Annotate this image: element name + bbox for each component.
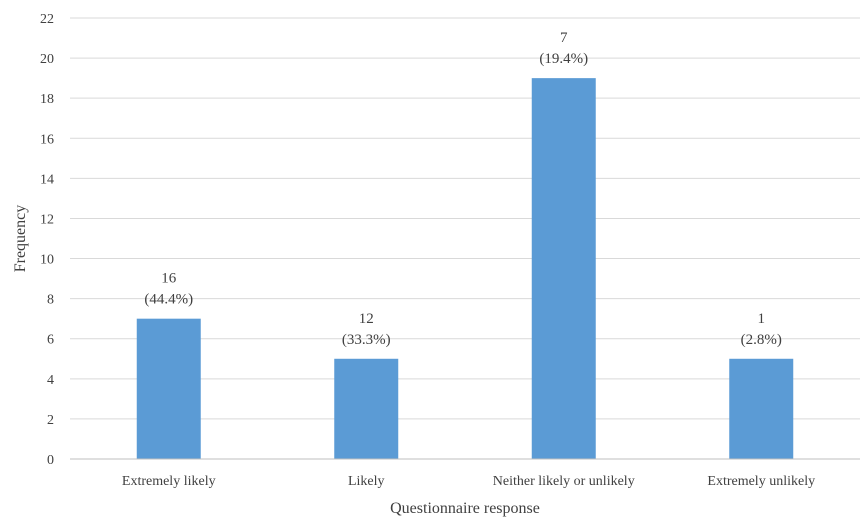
y-tick-label: 2: [47, 413, 54, 428]
y-tick-label: 20: [40, 52, 54, 67]
data-label-percent: (2.8%): [741, 332, 782, 348]
y-tick-label: 12: [40, 212, 54, 227]
data-label-count: 1: [758, 311, 766, 327]
bar: [531, 78, 596, 460]
y-tick-label: 6: [47, 333, 54, 348]
y-tick-label: 16: [40, 132, 54, 147]
x-axis-ticks: Extremely likely Likely Neither likely or …: [122, 474, 815, 489]
data-label-percent: (44.4%): [144, 292, 193, 308]
data-labels: 16 (44.4%) 12 (33.3%) 7 (19.4%) 1 (2.8%): [144, 30, 782, 348]
bar: [729, 358, 794, 459]
bar: [136, 318, 201, 459]
data-label-percent: (19.4%): [539, 51, 588, 67]
x-axis-title: Questionnaire response: [390, 500, 540, 517]
x-tick-label: Extremely likely: [122, 474, 216, 489]
y-tick-label: 18: [40, 92, 54, 107]
data-label-count: 16: [161, 271, 177, 287]
data-label-count: 12: [359, 311, 374, 327]
x-tick-label: Likely: [348, 474, 385, 489]
bars: [136, 78, 794, 460]
gridlines: [70, 17, 860, 420]
data-label-percent: (33.3%): [342, 332, 391, 348]
data-label-count: 7: [560, 30, 568, 46]
y-tick-label: 0: [47, 453, 54, 468]
y-tick-label: 8: [47, 293, 54, 308]
y-axis-title: Frequency: [12, 205, 29, 273]
bar: [334, 358, 399, 459]
x-tick-label: Neither likely or unlikely: [493, 474, 635, 489]
x-tick-label: Extremely unlikely: [707, 474, 815, 489]
y-tick-label: 22: [40, 12, 54, 27]
y-tick-label: 4: [47, 373, 54, 388]
y-tick-label: 10: [40, 253, 54, 268]
y-tick-label: 14: [40, 172, 54, 187]
y-axis-ticks: 0 2 4 6 8 10 12 14 16 18 20 22: [40, 12, 54, 468]
